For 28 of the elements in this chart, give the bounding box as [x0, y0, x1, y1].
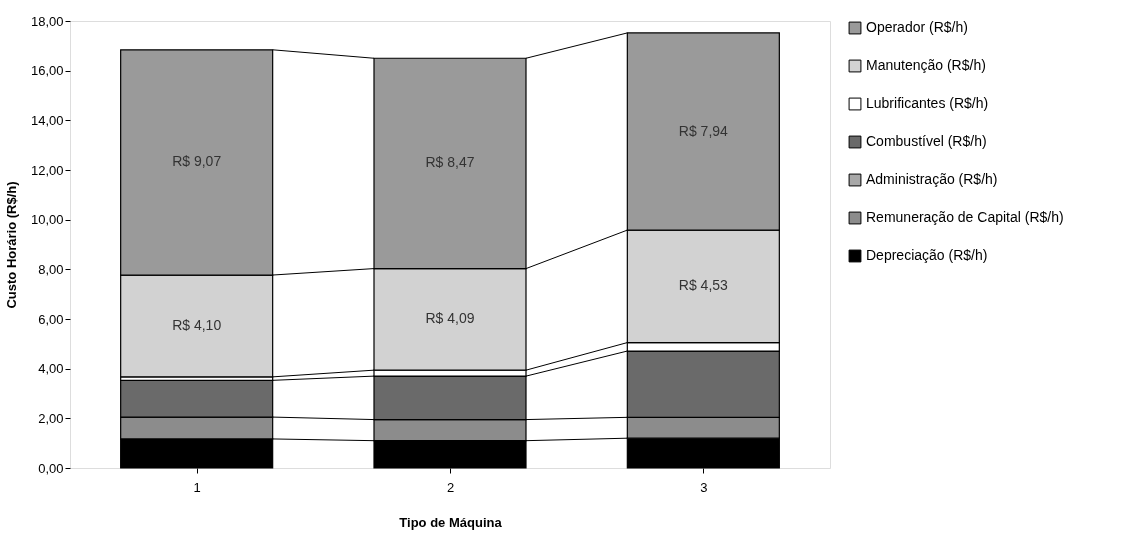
y-tick-label: 6,00: [38, 311, 64, 327]
x-tick-label: 3: [700, 479, 708, 495]
y-tick-label: 4,00: [38, 361, 64, 377]
data-label: R$ 4,09: [425, 310, 475, 327]
data-label: R$ 7,94: [678, 122, 729, 139]
data-label: R$ 8,47: [425, 154, 475, 171]
legend-label: Administração (R$/h): [866, 171, 998, 187]
y-tick-label: 16,00: [30, 63, 64, 79]
data-label: R$ 9,07: [172, 153, 222, 170]
y-tick-label: 8,00: [38, 261, 64, 277]
x-tick-label: 2: [446, 479, 455, 495]
legend-label: Combustível (R$/h): [866, 133, 987, 149]
legend-label: Lubrificantes (R$/h): [866, 95, 989, 111]
y-tick-label: 12,00: [30, 162, 64, 178]
y-tick-label: 18,00: [30, 13, 64, 29]
data-label: R$ 4,53: [678, 277, 729, 294]
legend-label: Operador (R$/h): [866, 19, 968, 35]
data-label: R$ 4,10: [172, 316, 222, 333]
y-axis-title: Custo Horário (R$/h): [3, 181, 19, 309]
x-axis-title: Tipo de Máquina: [399, 514, 503, 530]
x-tick-label: 1: [193, 479, 201, 495]
y-tick-label: 2,00: [38, 410, 64, 426]
y-tick-label: 14,00: [30, 112, 64, 128]
y-tick-label: 0,00: [38, 460, 64, 476]
legend-label: Manutenção (R$/h): [866, 57, 986, 73]
y-tick-label: 10,00: [30, 212, 64, 228]
legend-label: Depreciação (R$/h): [866, 247, 988, 263]
legend-label: Remuneração de Capital (R$/h): [866, 209, 1064, 225]
